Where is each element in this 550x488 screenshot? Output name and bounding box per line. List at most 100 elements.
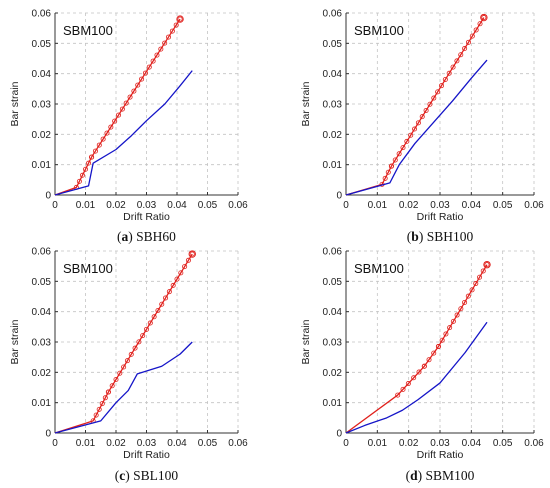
series-point [105,389,111,395]
series-point [154,52,160,58]
series-line-1 [345,59,488,196]
chart-title: SBM100 [354,23,404,38]
series-point [96,406,102,412]
series-point [89,154,95,160]
caption-text: SBH100 [427,229,474,244]
x-tick-label: 0.06 [228,438,248,449]
x-tick-label: 0.06 [524,200,544,211]
series-point [411,375,417,381]
caption-text: SBH60 [136,229,176,244]
x-tick-label: 0.03 [430,200,450,211]
y-tick-label: 0.04 [32,69,52,80]
chart-panel-a: 0 0.01 0.02 0.03 0.04 0.05 0.06 0 0.01 0.02 0.03 0.… [9,9,248,245]
x-axis-label: Drift Ratio [123,449,170,461]
series-point [124,358,130,364]
series-point [166,289,172,295]
caption-paren-open: ( [406,468,411,483]
y-tick-label: 0.06 [32,9,52,20]
series-point [121,364,127,370]
series-point [435,344,441,350]
series-point [396,151,402,157]
series-point [182,264,188,270]
x-tick-label: 0.04 [167,200,187,211]
series-point [431,95,437,101]
series-end-point [480,13,488,22]
y-tick-label: 0.04 [32,307,52,318]
y-tick-label: 0.01 [32,160,52,171]
series-point [166,34,172,40]
y-tick-label: 0.04 [323,307,343,318]
series-point [79,172,85,178]
series-point [131,88,137,94]
series-point [400,145,406,151]
series-point [83,166,89,172]
x-axis-label: Drift Ratio [123,211,170,223]
x-tick-label: 0.04 [462,438,482,449]
x-tick-label: 0 [343,200,349,211]
y-tick-label: 0.06 [323,247,343,258]
y-tick-label: 0.05 [323,277,343,288]
caption-paren-open: ( [115,468,120,483]
series-point [116,112,122,118]
y-tick-label: 0.04 [323,69,343,80]
y-tick-label: 0.01 [32,398,52,409]
y-tick-label: 0.03 [323,338,343,349]
series-point [135,82,141,88]
series-point [480,268,486,274]
series-line-1 [345,321,488,434]
series-point [108,124,114,130]
panel-caption: (c) SBL100 [115,468,179,483]
series-point [159,301,165,307]
series-point [177,16,183,22]
series-point [392,157,398,163]
series-point [388,163,394,169]
series-point [439,337,445,343]
series-point [163,295,169,301]
series-point [469,33,475,39]
series-point [146,64,152,70]
series-point [155,307,161,313]
series-point [395,392,401,398]
series-point [465,39,471,45]
caption-letter: c [119,468,125,483]
series-point [405,381,411,387]
series-point [132,345,138,351]
x-tick-label: 0.03 [430,438,450,449]
y-tick-label: 0.02 [32,368,52,379]
series-point [443,331,449,337]
chart-panel-b: 0 0.01 0.02 0.03 0.04 0.05 0.06 0 0.01 0.02 0.03 0.… [300,9,544,245]
series-point [142,70,148,76]
series-line-0 [345,17,485,196]
x-tick-label: 0.06 [228,200,248,211]
x-tick-label: 0.03 [137,438,157,449]
x-tick-label: 0.05 [493,438,513,449]
caption-paren-open: ( [407,229,412,244]
series-point [484,262,490,268]
panel-caption: (d) SBM100 [406,468,475,483]
series-point [382,175,388,181]
chart-panel-c: 0 0.01 0.02 0.03 0.04 0.05 0.06 0 0.01 0.02 0.03 0.… [9,247,248,484]
series-point [102,395,108,401]
x-axis-label: Drift Ratio [417,449,464,461]
caption-paren-close: ) [125,468,133,483]
series-point [113,376,119,382]
series-point [427,101,433,107]
series-point [442,76,448,82]
chart-panel-d: 0 0.01 0.02 0.03 0.04 0.05 0.06 0 0.01 0.02 0.03 0.… [300,247,544,484]
x-tick-label: 0.05 [493,200,513,211]
series-point [151,314,157,320]
series-point [150,58,156,64]
series-point [170,282,176,288]
x-tick-label: 0.03 [137,200,157,211]
series-point [185,257,191,263]
x-tick-label: 0.02 [399,200,419,211]
panel-caption: (a) SBH60 [117,229,176,244]
caption-paren-close: ) [128,229,136,244]
series-point [462,46,468,52]
y-tick-label: 0 [336,191,342,202]
series-line-0 [54,18,181,196]
caption-letter: d [410,468,418,483]
series-point [385,169,391,175]
y-tick-label: 0.01 [323,398,343,409]
